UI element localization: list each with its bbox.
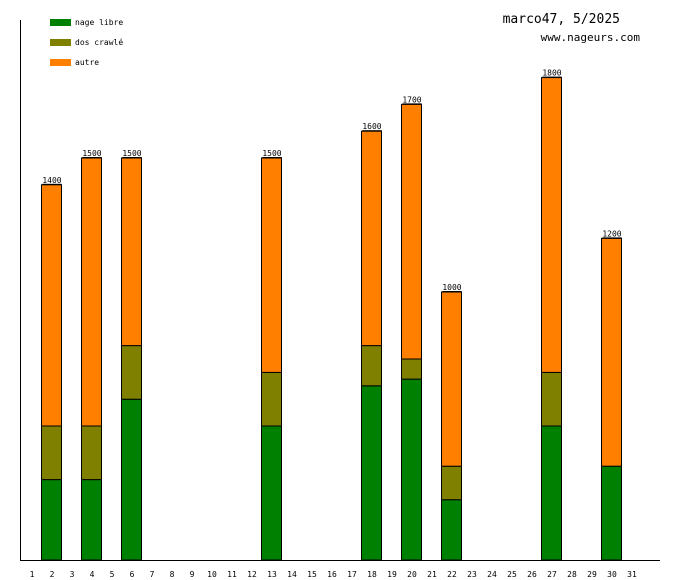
legend: nage libre dos crawlé autre <box>50 18 123 67</box>
bar-segment-nage-libre <box>541 425 562 561</box>
x-tick-label: 1 <box>30 570 35 579</box>
legend-label: dos crawlé <box>75 37 123 47</box>
legend-label: autre <box>75 58 99 67</box>
x-tick-label: 17 <box>347 570 357 579</box>
bars: 1400 1500 1500 1500 1600 1700 1000 1800 1200 <box>41 69 622 561</box>
x-tick-label: 3 <box>70 570 75 579</box>
chart-title: marco47, 5/2025 <box>503 12 620 27</box>
bar-segment-autre <box>361 130 382 347</box>
chart-subtitle: www.nageurs.com <box>541 31 641 44</box>
x-tick-label: 15 <box>307 570 317 579</box>
x-tick-label: 12 <box>247 570 257 579</box>
x-tick-label: 22 <box>447 570 457 579</box>
bar-segment-nage-libre <box>401 378 422 561</box>
x-tick-label: 4 <box>90 570 95 579</box>
bar-total-label: 1800 <box>542 69 561 78</box>
bar-segment-autre <box>261 157 282 373</box>
x-tick-label: 23 <box>467 570 477 579</box>
x-tick-label: 27 <box>547 570 557 579</box>
x-tick-label: 16 <box>327 570 337 579</box>
bar-segment-nage-libre <box>41 479 62 561</box>
x-tick-label: 13 <box>267 570 277 579</box>
x-tick-label: 2 <box>50 570 55 579</box>
x-tick-labels: 1 2 3 4 5 6 7 8 9 10 11 12 13 14 15 16 17 18 19 20 21 22 23 24 2… <box>30 570 637 579</box>
x-tick-label: 9 <box>190 570 195 579</box>
x-tick-label: 24 <box>487 570 497 579</box>
legend-label: nage libre <box>75 18 123 27</box>
x-tick-label: 25 <box>507 570 517 579</box>
bar-segment-autre <box>601 237 622 467</box>
bar-segment-nage-libre <box>441 499 462 561</box>
x-tick-label: 26 <box>527 570 537 579</box>
bar-segment-dos-crawlé <box>41 425 62 481</box>
bar-segment-dos-crawlé <box>541 371 562 427</box>
bar-segment-autre <box>441 291 462 467</box>
bar-segment-dos-crawlé <box>401 358 422 380</box>
bar-total-label: 1500 <box>122 149 141 158</box>
bar-total-label: 1400 <box>42 176 61 185</box>
bar-segment-dos-crawlé <box>81 425 102 481</box>
bar-segment-autre <box>81 157 102 427</box>
legend-swatch <box>50 19 71 26</box>
legend-swatch <box>50 59 71 66</box>
x-tick-label: 28 <box>567 570 577 579</box>
x-tick-label: 31 <box>627 570 637 579</box>
bar-segment-dos-crawlé <box>121 345 142 400</box>
x-tick-label: 8 <box>170 570 175 579</box>
x-tick-label: 29 <box>587 570 597 579</box>
legend-swatch <box>50 39 71 46</box>
bar-total-label: 1700 <box>402 95 421 104</box>
bar-segment-nage-libre <box>81 479 102 561</box>
bar-segment-nage-libre <box>261 425 282 561</box>
bar-total-label: 1500 <box>82 149 101 158</box>
x-tick-label: 14 <box>287 570 297 579</box>
bar-segment-autre <box>541 77 562 373</box>
bar-total-label: 1200 <box>602 229 621 238</box>
x-tick-label: 18 <box>367 570 377 579</box>
bar-segment-autre <box>401 103 422 360</box>
x-tick-label: 5 <box>110 570 115 579</box>
bar-segment-dos-crawlé <box>361 345 382 387</box>
x-tick-label: 19 <box>387 570 397 579</box>
bar-segment-nage-libre <box>601 465 622 561</box>
x-tick-label: 20 <box>407 570 417 579</box>
bar-total-label: 1600 <box>362 122 381 131</box>
x-tick-label: 11 <box>227 570 237 579</box>
bar-segment-nage-libre <box>121 398 142 561</box>
x-tick-label: 21 <box>427 570 437 579</box>
bar-segment-autre <box>121 157 142 347</box>
bar-segment-nage-libre <box>361 385 382 561</box>
bar-segment-autre <box>41 184 62 427</box>
bar-total-label: 1000 <box>442 283 461 292</box>
x-tick-label: 6 <box>130 570 135 579</box>
bar-segment-dos-crawlé <box>441 465 462 501</box>
bar-total-label: 1500 <box>262 149 281 158</box>
bar-segment-dos-crawlé <box>261 371 282 427</box>
x-tick-label: 7 <box>150 570 155 579</box>
x-tick-label: 10 <box>207 570 217 579</box>
x-tick-label: 30 <box>607 570 617 579</box>
